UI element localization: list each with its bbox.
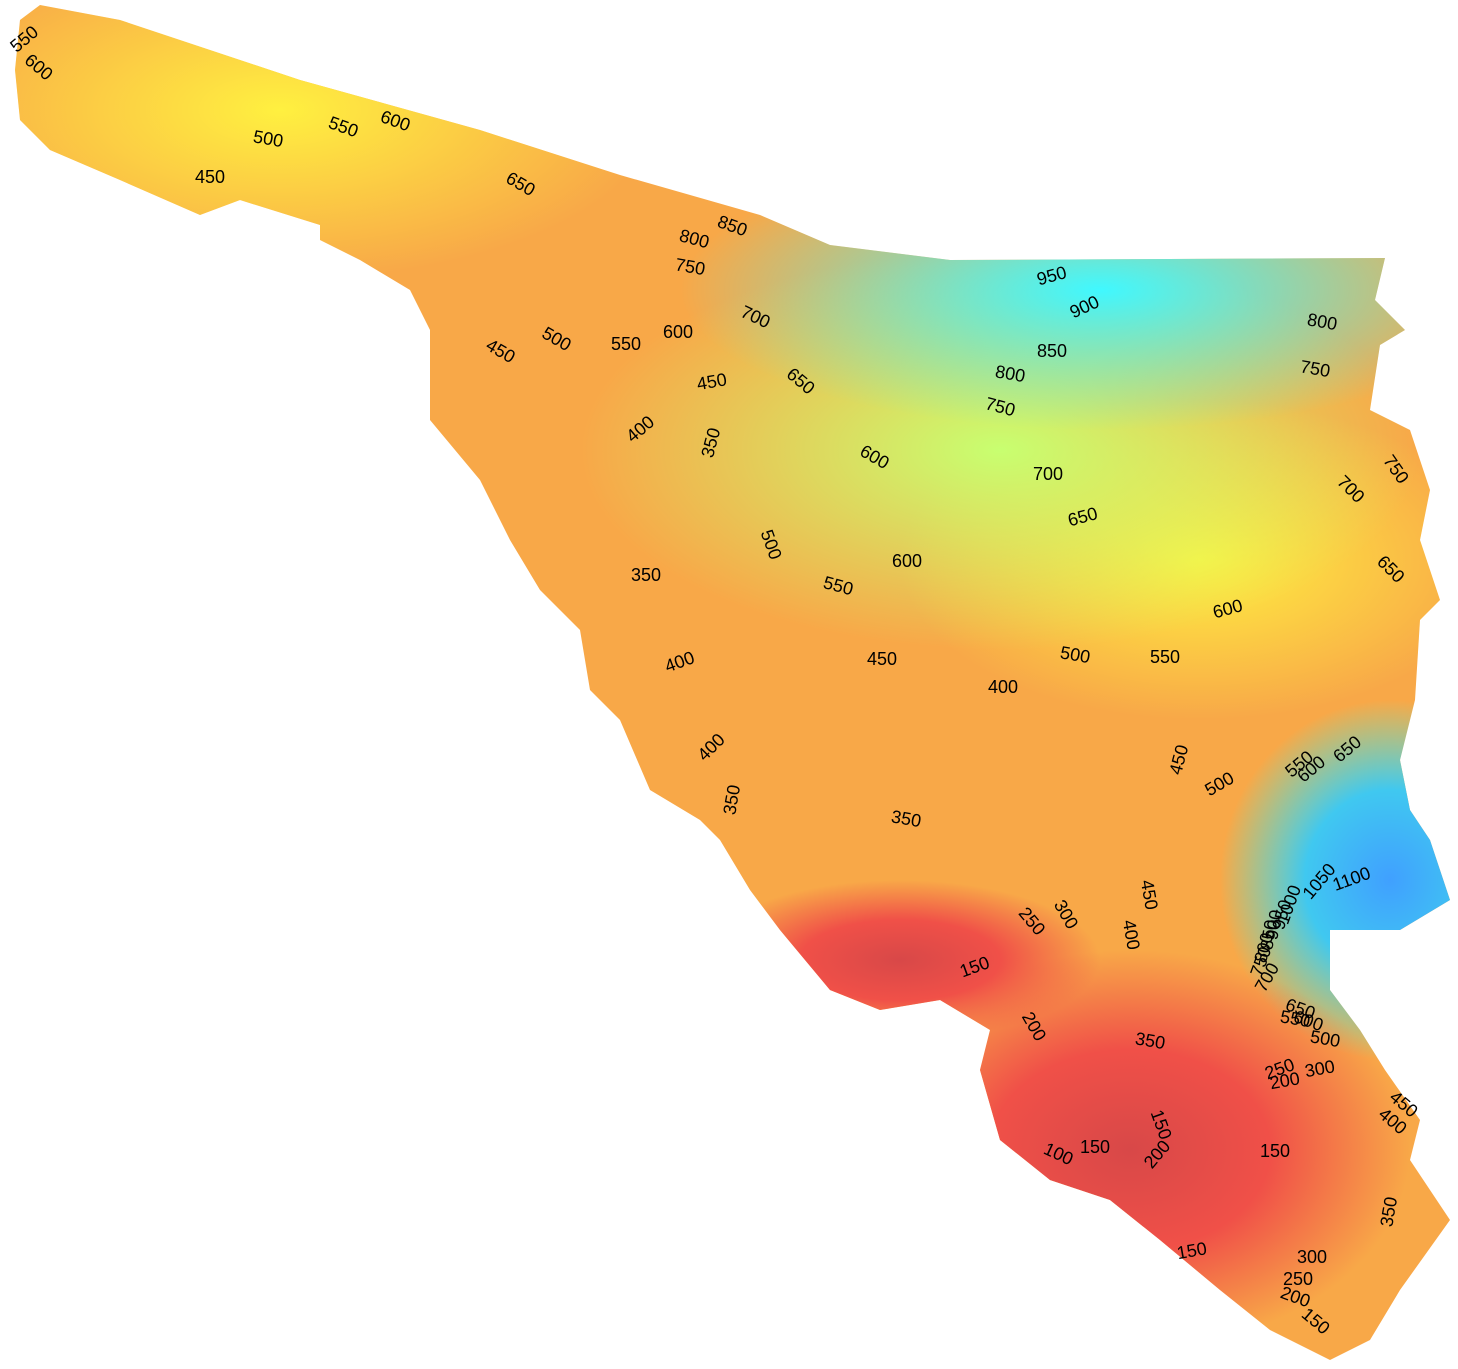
contour-label: 400 xyxy=(988,677,1018,697)
contour-label: 450 xyxy=(867,649,897,669)
contour-label: 350 xyxy=(631,565,661,585)
contour-label: 150 xyxy=(1260,1141,1290,1161)
contour-label: 550 xyxy=(611,334,641,354)
contour-label: 300 xyxy=(1297,1247,1327,1267)
contour-label: 550 xyxy=(1150,647,1180,667)
contour-label: 450 xyxy=(195,167,225,187)
contour-label: 700 xyxy=(1033,464,1063,484)
contour-label: 600 xyxy=(663,322,693,342)
contour-label: 850 xyxy=(1037,341,1067,361)
contour-label: 250 xyxy=(1283,1269,1313,1289)
contour-label: 600 xyxy=(892,551,922,571)
contour-label: 150 xyxy=(1080,1137,1110,1157)
